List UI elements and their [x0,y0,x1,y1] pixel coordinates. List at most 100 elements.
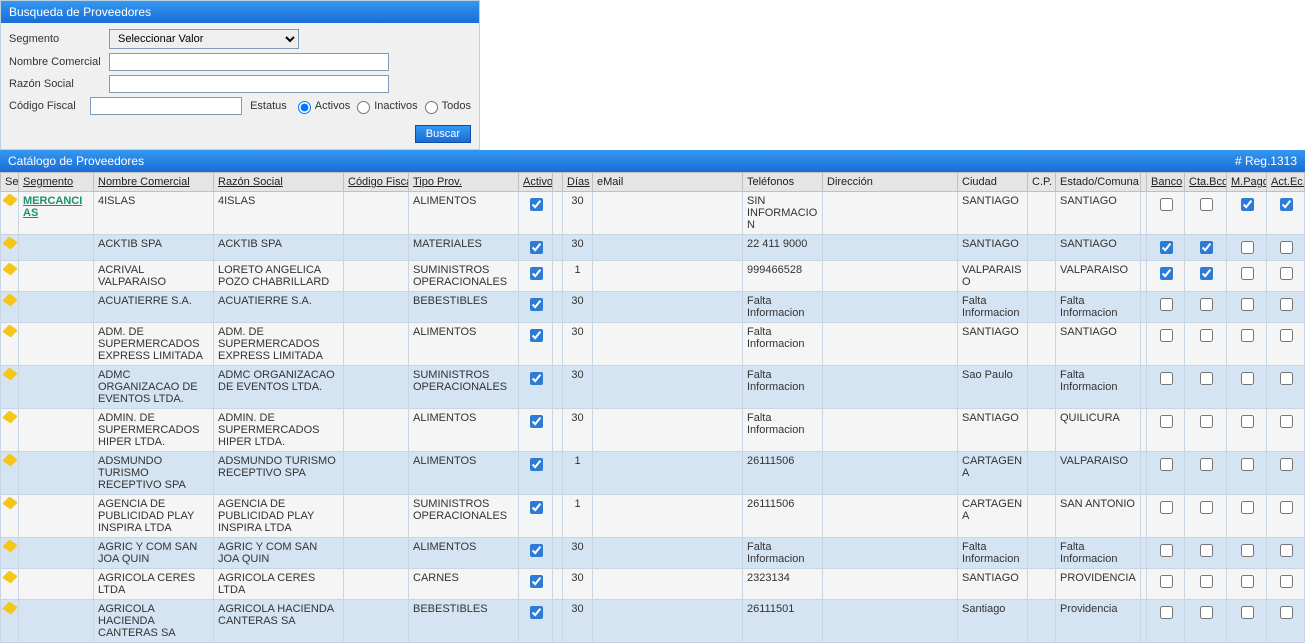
cta-bco-checkbox[interactable] [1200,415,1213,428]
cta-bco-checkbox[interactable] [1200,606,1213,619]
edit-icon[interactable] [2,263,17,276]
activo-checkbox[interactable] [530,267,543,280]
activo-checkbox[interactable] [530,415,543,428]
cta-bco-checkbox[interactable] [1200,458,1213,471]
col-header-codigo_fiscal[interactable]: Código Fiscal [344,173,409,192]
m-pago-checkbox[interactable] [1241,606,1254,619]
m-pago-checkbox[interactable] [1241,575,1254,588]
col-header-estado_comuna[interactable]: Estado/Comuna [1056,173,1141,192]
banco-checkbox[interactable] [1160,372,1173,385]
cta-bco-checkbox[interactable] [1200,544,1213,557]
col-header-activo[interactable]: Activo [519,173,553,192]
act-ec-checkbox[interactable] [1280,241,1293,254]
banco-checkbox[interactable] [1160,329,1173,342]
act-ec-checkbox[interactable] [1280,458,1293,471]
buscar-button[interactable]: Buscar [415,125,471,143]
m-pago-checkbox[interactable] [1241,241,1254,254]
estatus-activos-radio[interactable] [298,101,311,114]
edit-icon[interactable] [2,411,17,424]
edit-icon[interactable] [2,368,17,381]
activo-checkbox[interactable] [530,241,543,254]
col-header-email[interactable]: eMail [593,173,743,192]
banco-checkbox[interactable] [1160,501,1173,514]
edit-icon[interactable] [2,454,17,467]
m-pago-checkbox[interactable] [1241,415,1254,428]
col-header-nombre_comercial[interactable]: Nombre Comercial [94,173,214,192]
activo-checkbox[interactable] [530,501,543,514]
estatus-todos-radio[interactable] [425,101,438,114]
m-pago-checkbox[interactable] [1241,458,1254,471]
cell-cta-bco [1185,600,1227,643]
edit-icon[interactable] [2,325,17,338]
activo-checkbox[interactable] [530,198,543,211]
col-header-telefonos[interactable]: Teléfonos [743,173,823,192]
edit-icon[interactable] [2,237,17,250]
activo-checkbox[interactable] [530,372,543,385]
act-ec-checkbox[interactable] [1280,415,1293,428]
cta-bco-checkbox[interactable] [1200,501,1213,514]
activo-checkbox[interactable] [530,329,543,342]
segmento-link[interactable]: MERCANCIAS [23,195,82,219]
cta-bco-checkbox[interactable] [1200,575,1213,588]
act-ec-checkbox[interactable] [1280,298,1293,311]
cta-bco-checkbox[interactable] [1200,298,1213,311]
banco-checkbox[interactable] [1160,606,1173,619]
cta-bco-checkbox[interactable] [1200,329,1213,342]
col-header-sel[interactable]: Sel [1,173,19,192]
banco-checkbox[interactable] [1160,544,1173,557]
act-ec-checkbox[interactable] [1280,501,1293,514]
m-pago-checkbox[interactable] [1241,544,1254,557]
activo-checkbox[interactable] [530,458,543,471]
act-ec-checkbox[interactable] [1280,267,1293,280]
act-ec-checkbox[interactable] [1280,198,1293,211]
activo-checkbox[interactable] [530,575,543,588]
col-header-ciudad[interactable]: Ciudad [958,173,1028,192]
banco-checkbox[interactable] [1160,298,1173,311]
banco-checkbox[interactable] [1160,458,1173,471]
m-pago-checkbox[interactable] [1241,198,1254,211]
banco-checkbox[interactable] [1160,267,1173,280]
act-ec-checkbox[interactable] [1280,372,1293,385]
activo-checkbox[interactable] [530,298,543,311]
estatus-inactivos-radio[interactable] [357,101,370,114]
m-pago-checkbox[interactable] [1241,329,1254,342]
act-ec-checkbox[interactable] [1280,329,1293,342]
activo-checkbox[interactable] [530,544,543,557]
banco-checkbox[interactable] [1160,241,1173,254]
cta-bco-checkbox[interactable] [1200,198,1213,211]
cta-bco-checkbox[interactable] [1200,241,1213,254]
cta-bco-checkbox[interactable] [1200,267,1213,280]
m-pago-checkbox[interactable] [1241,267,1254,280]
edit-icon[interactable] [2,294,17,307]
act-ec-checkbox[interactable] [1280,606,1293,619]
m-pago-checkbox[interactable] [1241,501,1254,514]
col-header-m_pago[interactable]: M.Pago [1227,173,1267,192]
col-header-cp[interactable]: C.P. [1028,173,1056,192]
banco-checkbox[interactable] [1160,415,1173,428]
col-header-dias[interactable]: Días [563,173,593,192]
col-header-segmento[interactable]: Segmento [19,173,94,192]
col-header-tipo_prov[interactable]: Tipo Prov. [409,173,519,192]
col-header-act_ec[interactable]: Act.Ec. [1267,173,1305,192]
edit-icon[interactable] [2,497,17,510]
banco-checkbox[interactable] [1160,575,1173,588]
col-header-cta_bco[interactable]: Cta.Bco. [1185,173,1227,192]
m-pago-checkbox[interactable] [1241,372,1254,385]
razon-social-input[interactable] [109,75,389,93]
banco-checkbox[interactable] [1160,198,1173,211]
col-header-direccion[interactable]: Dirección [823,173,958,192]
nombre-comercial-input[interactable] [109,53,389,71]
edit-icon[interactable] [2,571,17,584]
activo-checkbox[interactable] [530,606,543,619]
act-ec-checkbox[interactable] [1280,575,1293,588]
segmento-select[interactable]: Seleccionar Valor [109,29,299,49]
edit-icon[interactable] [2,540,17,553]
codigo-fiscal-input[interactable] [90,97,242,115]
act-ec-checkbox[interactable] [1280,544,1293,557]
edit-icon[interactable] [2,194,17,207]
m-pago-checkbox[interactable] [1241,298,1254,311]
col-header-banco[interactable]: Banco [1147,173,1185,192]
col-header-razon_social[interactable]: Razón Social [214,173,344,192]
edit-icon[interactable] [2,602,17,615]
cta-bco-checkbox[interactable] [1200,372,1213,385]
